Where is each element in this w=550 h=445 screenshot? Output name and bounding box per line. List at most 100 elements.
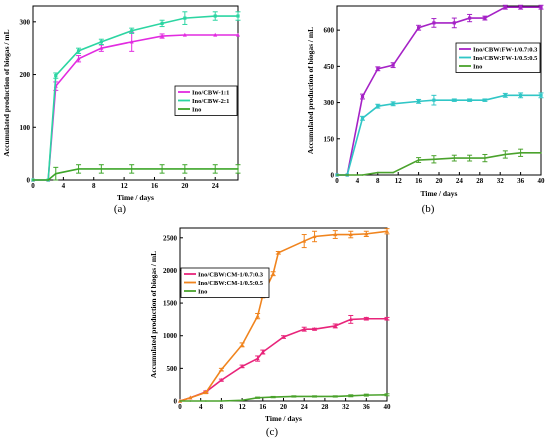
y-tick-label: 200 bbox=[20, 71, 31, 79]
x-tick-label: 20 bbox=[181, 182, 189, 190]
data-point bbox=[205, 400, 207, 402]
y-tick-label: 2000 bbox=[163, 267, 178, 275]
data-point bbox=[160, 33, 165, 38]
y-tick-label: 100 bbox=[20, 124, 31, 132]
legend: Ino/CBW:FW-1/0.7:0.3 Ino/CBW:FW-1/0.5:0.5… bbox=[455, 42, 541, 73]
data-point bbox=[504, 153, 507, 156]
data-point bbox=[130, 168, 133, 170]
data-point bbox=[54, 172, 57, 175]
x-tick-label: 16 bbox=[151, 182, 159, 190]
data-point bbox=[360, 116, 365, 120]
x-axis-label: Time / days bbox=[117, 193, 154, 202]
data-point bbox=[281, 334, 286, 339]
data-point bbox=[241, 399, 243, 402]
x-tick-label: 12 bbox=[395, 177, 403, 185]
legend-label: Ino bbox=[198, 288, 207, 295]
x-tick-label: 12 bbox=[239, 403, 247, 411]
plot-frame bbox=[32, 5, 239, 181]
y-tick-label: 0 bbox=[174, 398, 178, 406]
x-tick-label: 28 bbox=[476, 177, 484, 185]
data-point bbox=[453, 157, 456, 159]
y-tick-label: 1500 bbox=[163, 300, 178, 308]
data-point bbox=[539, 93, 543, 97]
x-tick-label: 0 bbox=[335, 177, 339, 185]
data-point bbox=[539, 5, 543, 9]
data-point bbox=[376, 67, 380, 71]
data-point bbox=[312, 326, 317, 331]
data-point bbox=[334, 395, 337, 398]
x-tick-label: 36 bbox=[517, 177, 525, 185]
data-point bbox=[468, 157, 471, 159]
data-point bbox=[432, 21, 436, 25]
data-point bbox=[349, 394, 352, 397]
x-axis-label: Time / days bbox=[265, 414, 302, 423]
x-tick-label: 16 bbox=[415, 177, 423, 185]
x-tick-label: 4 bbox=[62, 182, 66, 190]
data-point bbox=[333, 323, 338, 328]
data-point bbox=[302, 326, 307, 331]
data-point bbox=[333, 232, 338, 237]
data-point bbox=[160, 21, 164, 25]
data-point bbox=[255, 313, 260, 318]
data-point bbox=[32, 179, 34, 181]
data-point bbox=[100, 168, 103, 170]
data-point bbox=[214, 168, 217, 170]
data-point bbox=[77, 168, 80, 170]
x-tick-label: 40 bbox=[384, 403, 392, 411]
data-point bbox=[161, 168, 163, 170]
data-point bbox=[452, 21, 456, 25]
x-tick-label: 20 bbox=[436, 177, 444, 185]
legend-label: Ino/CBW:CM-1/0.7:0.3 bbox=[198, 271, 264, 278]
chart-panel-2: 0 4 8 12 16 20 24 28 32 36 40 0 150 300 450 600 Time / d… bbox=[306, 4, 546, 215]
plot-frame bbox=[336, 5, 542, 176]
data-point bbox=[219, 367, 224, 372]
data-point bbox=[376, 104, 380, 108]
series-line bbox=[337, 151, 541, 176]
series-line bbox=[337, 94, 541, 176]
series-2 bbox=[178, 228, 390, 403]
x-tick-label: 8 bbox=[92, 182, 96, 190]
y-tick-label: 300 bbox=[324, 99, 335, 107]
data-point bbox=[54, 74, 58, 78]
data-point bbox=[129, 39, 134, 44]
data-point bbox=[433, 158, 435, 161]
x-tick-label: 32 bbox=[497, 177, 505, 185]
data-point bbox=[293, 395, 295, 398]
data-point bbox=[189, 400, 192, 402]
legend-label: Ino/CBW-1:1 bbox=[192, 89, 229, 96]
data-point bbox=[540, 151, 542, 154]
series-1 bbox=[178, 314, 390, 403]
series-2 bbox=[31, 11, 241, 182]
data-point bbox=[452, 98, 456, 102]
data-point bbox=[432, 98, 436, 102]
series-line bbox=[179, 317, 387, 402]
data-point bbox=[364, 316, 369, 321]
data-point bbox=[76, 49, 81, 53]
data-point bbox=[240, 342, 245, 347]
y-axis-label: Accumulated production of biogas / mL bbox=[306, 27, 315, 154]
y-tick-label: 1000 bbox=[163, 332, 178, 340]
data-point bbox=[385, 316, 389, 321]
data-point bbox=[386, 393, 388, 396]
data-point bbox=[179, 400, 181, 402]
data-point bbox=[203, 390, 208, 395]
x-tick-label: 28 bbox=[321, 403, 329, 411]
data-point bbox=[336, 174, 338, 176]
y-tick-label: 500 bbox=[167, 365, 178, 373]
data-point bbox=[364, 231, 369, 236]
x-tick-label: 4 bbox=[199, 403, 203, 411]
data-point bbox=[313, 395, 316, 398]
data-point bbox=[302, 238, 307, 243]
data-point bbox=[183, 16, 187, 20]
data-point bbox=[519, 5, 523, 9]
data-point bbox=[260, 349, 265, 354]
y-tick-label: 300 bbox=[20, 18, 31, 26]
data-point bbox=[377, 171, 379, 174]
x-tick-label: 24 bbox=[301, 403, 309, 411]
data-point bbox=[391, 63, 395, 67]
data-point bbox=[99, 45, 104, 50]
legend-label: Ino/CBW:FW-1/0.7:0.3 bbox=[473, 46, 538, 53]
y-axis-label: Accumulated production of biogas / mL bbox=[2, 29, 11, 156]
x-tick-label: 40 bbox=[538, 177, 546, 185]
